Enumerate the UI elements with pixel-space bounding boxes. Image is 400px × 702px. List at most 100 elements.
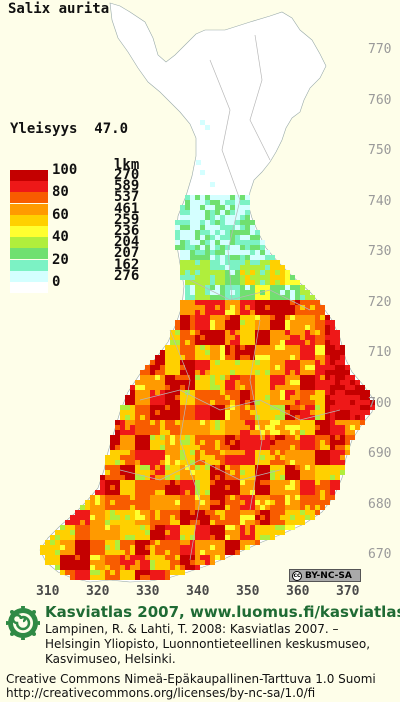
grid-cell: [220, 300, 225, 305]
grid-cell: [205, 515, 210, 520]
grid-cell: [160, 455, 165, 460]
grid-cell: [300, 295, 305, 300]
grid-cell: [210, 215, 215, 220]
grid-cell: [230, 500, 235, 505]
grid-cell: [320, 435, 325, 440]
grid-cell: [135, 410, 140, 415]
grid-cell: [250, 315, 255, 320]
grid-cell: [300, 290, 305, 295]
grid-cell: [250, 535, 255, 540]
grid-cell: [185, 500, 190, 505]
grid-cell: [215, 390, 220, 395]
grid-cell: [140, 485, 145, 490]
grid-cell: [305, 390, 310, 395]
grid-cell: [300, 320, 305, 325]
grid-cell: [150, 460, 155, 465]
grid-cell: [250, 265, 255, 270]
grid-cell: [325, 350, 330, 355]
grid-cell: [200, 170, 205, 175]
grid-cell: [210, 300, 215, 305]
grid-cell: [285, 310, 290, 315]
grid-cell: [205, 415, 210, 420]
grid-cell: [260, 420, 265, 425]
grid-cell: [335, 360, 340, 365]
y-grid-label: 740: [368, 193, 392, 209]
grid-cell: [360, 400, 365, 405]
grid-cell: [305, 290, 310, 295]
grid-cell: [310, 295, 315, 300]
grid-cell: [215, 485, 220, 490]
grid-cell: [80, 535, 85, 540]
grid-cell: [355, 385, 360, 390]
grid-cell: [195, 355, 200, 360]
grid-cell: [245, 445, 250, 450]
grid-cell: [210, 445, 215, 450]
grid-cell: [230, 275, 235, 280]
grid-cell: [220, 420, 225, 425]
grid-cell: [75, 565, 80, 570]
grid-cell: [280, 300, 285, 305]
grid-cell: [125, 405, 130, 410]
grid-cell: [165, 570, 170, 575]
grid-cell: [290, 500, 295, 505]
grid-cell: [235, 370, 240, 375]
grid-cell: [255, 240, 260, 245]
grid-cell: [245, 330, 250, 335]
grid-cell: [260, 320, 265, 325]
grid-cell: [115, 460, 120, 465]
license-badge[interactable]: cc BY-NC-SA: [289, 569, 361, 582]
grid-cell: [95, 525, 100, 530]
grid-cell: [115, 560, 120, 565]
grid-cell: [190, 290, 195, 295]
grid-cell: [205, 535, 210, 540]
grid-cell: [255, 470, 260, 475]
grid-cell: [235, 355, 240, 360]
grid-cell: [250, 300, 255, 305]
grid-cell: [330, 495, 335, 500]
grid-cell: [180, 330, 185, 335]
grid-cell: [295, 455, 300, 460]
grid-cell: [340, 460, 345, 465]
grid-cell: [170, 525, 175, 530]
grid-cell: [300, 380, 305, 385]
grid-cell: [215, 310, 220, 315]
grid-cell: [295, 475, 300, 480]
grid-cell: [75, 545, 80, 550]
grid-cell: [215, 275, 220, 280]
grid-cell: [155, 570, 160, 575]
grid-cell: [260, 500, 265, 505]
grid-cell: [185, 435, 190, 440]
grid-cell: [235, 235, 240, 240]
grid-cell: [175, 240, 180, 245]
grid-cell: [185, 380, 190, 385]
grid-cell: [175, 435, 180, 440]
grid-cell: [330, 465, 335, 470]
grid-cell: [120, 450, 125, 455]
grid-cell: [285, 450, 290, 455]
grid-cell: [225, 315, 230, 320]
grid-cell: [230, 430, 235, 435]
grid-cell: [280, 390, 285, 395]
grid-cell: [180, 405, 185, 410]
grid-cell: [325, 385, 330, 390]
grid-cell: [305, 310, 310, 315]
grid-cell: [240, 430, 245, 435]
grid-cell: [240, 375, 245, 380]
grid-cell: [230, 280, 235, 285]
grid-cell: [105, 515, 110, 520]
license-url[interactable]: http://creativecommons.org/licenses/by-n…: [6, 686, 316, 700]
grid-cell: [180, 275, 185, 280]
grid-cell: [160, 520, 165, 525]
footer-license: Creative Commons Nimeä-Epäkaupallinen-Ta…: [6, 672, 376, 700]
grid-cell: [180, 255, 185, 260]
grid-cell: [235, 250, 240, 255]
grid-cell: [185, 285, 190, 290]
grid-cell: [235, 325, 240, 330]
grid-cell: [80, 560, 85, 565]
grid-cell: [125, 495, 130, 500]
grid-cell: [155, 435, 160, 440]
grid-cell: [200, 395, 205, 400]
grid-cell: [60, 535, 65, 540]
grid-cell: [65, 555, 70, 560]
grid-cell: [145, 380, 150, 385]
